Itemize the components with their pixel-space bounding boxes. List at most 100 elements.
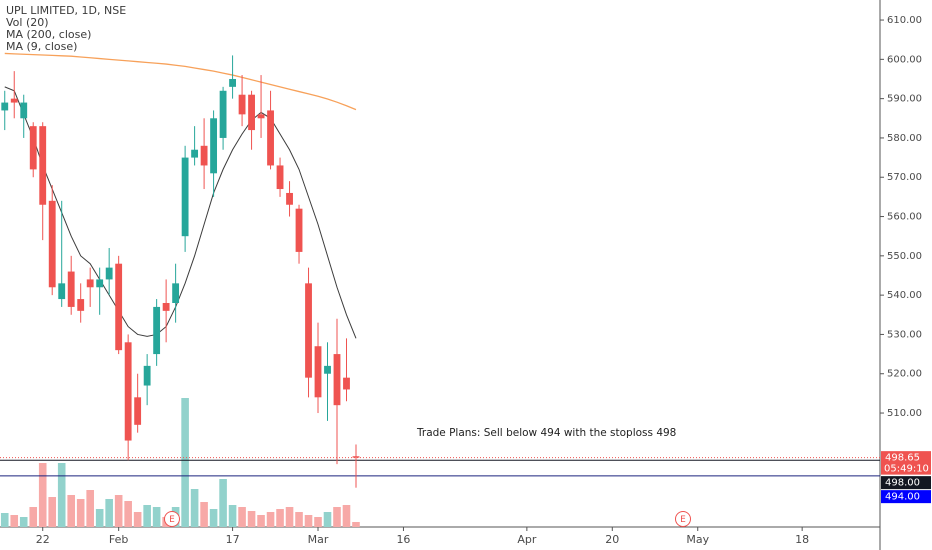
candle-body	[134, 397, 142, 425]
volume-bar	[228, 505, 237, 527]
x-tick-label: Feb	[109, 533, 128, 546]
countdown: 05:49:10	[884, 464, 929, 475]
candle-body	[257, 114, 265, 119]
x-tick-label: Apr	[517, 533, 537, 546]
candle-body	[286, 192, 293, 205]
x-tick-label: 16	[396, 533, 410, 546]
x-tick-label: 22	[36, 533, 50, 546]
y-tick-label: 580.00	[887, 133, 922, 144]
price-label-box	[881, 476, 931, 490]
candle-body	[229, 78, 236, 87]
candle-body	[143, 365, 151, 386]
candle-body	[314, 346, 322, 398]
x-tick-label: 20	[605, 533, 619, 546]
volume-bar	[276, 509, 284, 527]
volume-bar	[352, 522, 360, 527]
candle-body	[67, 271, 75, 307]
volume-bar	[10, 515, 19, 527]
candle-body	[162, 302, 170, 311]
candle-body	[153, 306, 161, 355]
candle-body	[77, 299, 85, 311]
volume-bar	[114, 495, 123, 527]
volume-bar	[209, 509, 218, 527]
candle-body	[10, 98, 18, 103]
candle-body	[305, 283, 312, 378]
volume-bar	[257, 515, 265, 527]
x-tick-label: May	[686, 533, 709, 546]
candle-body	[276, 165, 284, 190]
volume-bar	[285, 507, 294, 527]
x-tick-label: 17	[226, 533, 240, 546]
price-label-box	[881, 451, 931, 465]
volume-bar	[304, 515, 313, 527]
y-tick-label: 570.00	[887, 172, 922, 183]
volume-bar	[342, 505, 351, 527]
volume-bar	[76, 499, 85, 527]
y-tick-label: 540.00	[887, 290, 922, 301]
legend-ma200: MA (200, close)	[6, 28, 91, 41]
price-label: 494.00	[885, 492, 920, 503]
candle-body	[96, 279, 104, 288]
x-tick-label: Mar	[308, 533, 329, 546]
x-tick-label: 18	[795, 533, 809, 546]
legend-ma9: MA (9, close)	[6, 40, 77, 53]
volume-bar	[133, 512, 142, 527]
candle-body	[295, 208, 303, 252]
event-label: E	[680, 515, 686, 525]
volume-bar	[200, 502, 208, 527]
y-tick-label: 530.00	[887, 329, 922, 340]
candle-body	[29, 126, 37, 170]
candle-body	[333, 354, 341, 406]
candle-body	[352, 456, 360, 458]
volume-bar	[323, 512, 332, 527]
y-tick-label: 610.00	[887, 15, 922, 26]
candle-body	[238, 94, 246, 115]
volume-bar	[143, 505, 151, 527]
volume-bar	[57, 463, 66, 527]
candle-body	[324, 365, 331, 374]
candle-body	[248, 94, 255, 131]
candle-body	[200, 145, 208, 166]
volume-bar	[295, 512, 303, 527]
candle-body	[1, 102, 9, 111]
volume-bar	[29, 507, 38, 527]
volume-bar	[181, 398, 189, 527]
price-label: 498.00	[885, 478, 920, 489]
event-marker	[164, 511, 180, 527]
volume-bar	[48, 497, 57, 527]
y-tick-label: 590.00	[887, 94, 922, 105]
volume-bar	[333, 507, 341, 527]
volume-bar	[95, 509, 104, 527]
candle-body	[343, 377, 350, 390]
annotation: Trade Plans: Sell below 494 with the sto…	[416, 427, 676, 439]
ma-line	[4, 86, 357, 339]
volume-bar	[190, 489, 199, 527]
candle-body	[86, 279, 94, 288]
candle-body	[115, 263, 123, 351]
volume-bar	[219, 479, 227, 527]
price-label: 498.65	[885, 453, 920, 464]
volume-bar	[38, 463, 47, 527]
volume-bar	[86, 490, 94, 527]
candle-body	[48, 200, 56, 288]
candle-body	[210, 118, 218, 174]
candle-body	[124, 342, 132, 441]
candle-body	[191, 149, 199, 158]
y-tick-label: 600.00	[887, 54, 922, 65]
candle-body	[267, 110, 274, 166]
candle-body	[20, 102, 28, 119]
countdown-box	[881, 463, 931, 475]
candle-body	[105, 267, 113, 280]
y-tick-label: 510.00	[887, 408, 922, 419]
candle-body	[172, 283, 180, 303]
volume-bar	[247, 511, 256, 527]
y-tick-label: 550.00	[887, 251, 922, 262]
price-label-box	[881, 490, 931, 504]
candle-body	[181, 157, 189, 237]
candle-body	[219, 90, 227, 138]
volume-bar	[314, 517, 322, 527]
ma-line	[4, 52, 357, 111]
volume-bar	[124, 501, 132, 527]
volume-bar	[152, 507, 161, 527]
volume-bar	[105, 499, 113, 527]
